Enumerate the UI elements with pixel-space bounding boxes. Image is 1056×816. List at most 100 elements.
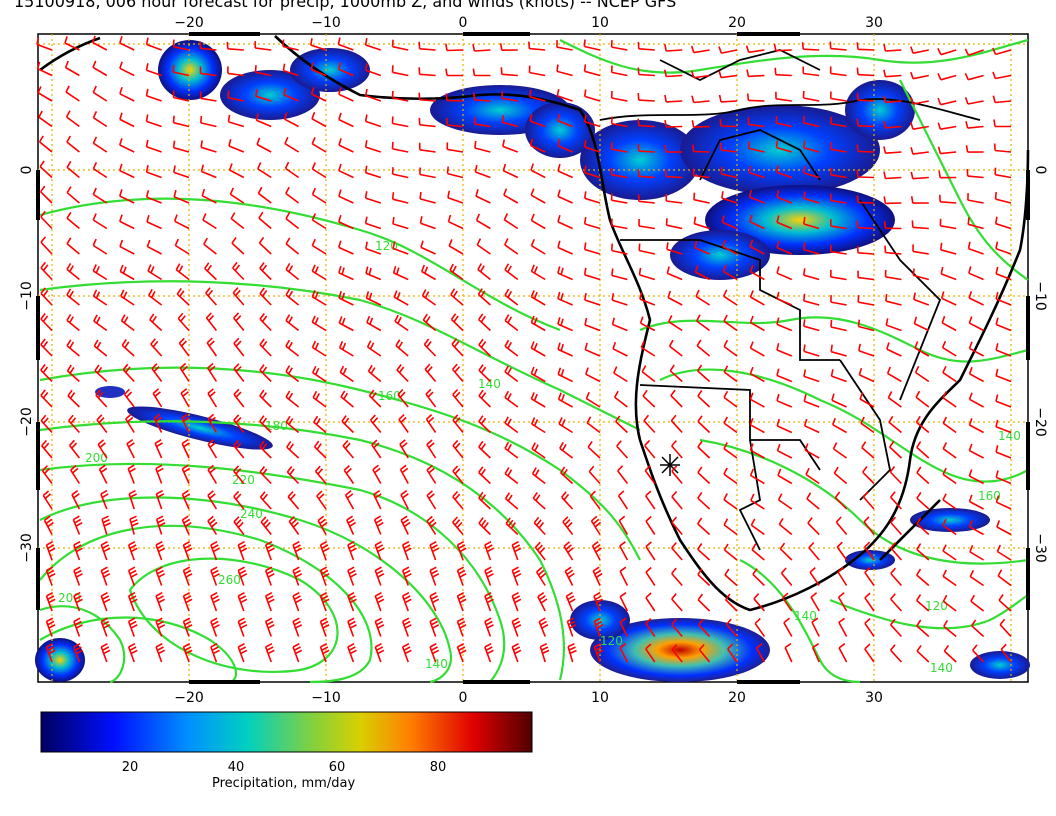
wind-barb bbox=[200, 140, 217, 153]
wind-barb bbox=[803, 242, 820, 255]
wind-barb bbox=[697, 593, 711, 612]
wind-barb bbox=[969, 569, 985, 587]
wind-barb bbox=[338, 291, 354, 306]
country-border bbox=[859, 199, 942, 401]
wind-barb bbox=[967, 193, 984, 204]
wind-barb bbox=[666, 266, 683, 281]
wind-barb bbox=[942, 416, 957, 434]
precip-area bbox=[95, 386, 125, 398]
wind-barb bbox=[530, 366, 546, 383]
wind-barb bbox=[397, 388, 409, 408]
wind-barb bbox=[610, 65, 628, 77]
wind-barb bbox=[803, 140, 820, 153]
wind-barb bbox=[146, 239, 162, 255]
wind-barb bbox=[611, 268, 628, 281]
wind-barb bbox=[557, 342, 573, 357]
wind-barb bbox=[941, 340, 957, 357]
wind-barb bbox=[811, 617, 820, 637]
wind-barb bbox=[751, 543, 765, 561]
wind-barb bbox=[588, 465, 601, 485]
wind-barb bbox=[447, 214, 464, 230]
wind-barb bbox=[478, 491, 491, 510]
wind-barb bbox=[475, 189, 491, 204]
wind-barb bbox=[393, 290, 409, 306]
wind-barb bbox=[914, 365, 930, 383]
wind-barb bbox=[883, 146, 902, 154]
wind-barb bbox=[616, 440, 628, 459]
wind-barb bbox=[203, 237, 217, 255]
wind-barb bbox=[916, 492, 930, 510]
wind-barb bbox=[747, 117, 765, 128]
wind-barb bbox=[965, 145, 984, 153]
wind-barb bbox=[889, 466, 902, 485]
wind-barb bbox=[425, 414, 437, 433]
wind-barb bbox=[229, 187, 245, 204]
wind-barb bbox=[776, 343, 793, 357]
wind-barb bbox=[776, 240, 793, 255]
wind-barb bbox=[720, 166, 738, 179]
wind-barb bbox=[972, 644, 985, 663]
wind-barb bbox=[366, 315, 382, 332]
wind-barb bbox=[227, 90, 244, 102]
wind-barb bbox=[671, 440, 683, 459]
precip-area bbox=[220, 70, 320, 120]
wind-barb bbox=[505, 517, 519, 536]
wind-barb bbox=[511, 642, 522, 663]
wind-barb bbox=[451, 338, 464, 357]
wind-barb bbox=[886, 342, 902, 357]
wind-barb bbox=[1000, 643, 1012, 663]
wind-barb bbox=[890, 593, 902, 612]
wind-barb bbox=[120, 289, 135, 306]
wind-barb bbox=[391, 116, 409, 128]
wind-barb bbox=[282, 39, 299, 51]
wind-barb bbox=[583, 89, 601, 102]
wind-barb bbox=[285, 186, 300, 204]
wind-barb bbox=[639, 292, 656, 306]
wind-barb bbox=[502, 163, 519, 179]
wind-barb bbox=[264, 642, 275, 663]
wind-barb bbox=[311, 315, 327, 332]
wind-barb bbox=[100, 489, 109, 510]
wind-barb bbox=[39, 160, 53, 179]
coastline bbox=[879, 499, 941, 561]
contour-label: 160 bbox=[378, 389, 401, 403]
wind-barb bbox=[119, 239, 135, 255]
wind-barb bbox=[942, 594, 957, 612]
wind-barb bbox=[910, 97, 929, 105]
wind-barb bbox=[66, 262, 80, 281]
wind-barb bbox=[803, 268, 820, 281]
wind-barb bbox=[341, 415, 354, 434]
wind-barb bbox=[783, 617, 793, 637]
wind-barb bbox=[723, 467, 738, 485]
wind-barb bbox=[445, 68, 463, 77]
wind-barb bbox=[155, 591, 166, 612]
wind-barb bbox=[911, 220, 929, 230]
wind-barb bbox=[452, 490, 464, 510]
lon-tick-label: 30 bbox=[865, 15, 883, 31]
wind-barb bbox=[145, 190, 162, 204]
wind-barb bbox=[127, 642, 138, 663]
wind-barb bbox=[779, 542, 793, 561]
country-border bbox=[620, 239, 840, 361]
wind-barb bbox=[371, 439, 382, 459]
wind-barb bbox=[155, 515, 166, 535]
wind-barb bbox=[364, 191, 382, 204]
wind-barb bbox=[93, 339, 108, 357]
wind-barb bbox=[910, 171, 929, 180]
wind-barb bbox=[502, 139, 519, 153]
country-border bbox=[738, 439, 761, 551]
wind-barb bbox=[910, 147, 929, 155]
contour-label: 240 bbox=[240, 507, 263, 521]
wind-barb bbox=[429, 591, 440, 612]
wind-barb bbox=[426, 515, 437, 535]
wind-barb bbox=[638, 267, 656, 281]
contour-label: 120 bbox=[925, 599, 948, 613]
wind-barb bbox=[645, 541, 656, 561]
wind-barb bbox=[39, 185, 53, 204]
wind-barb bbox=[338, 112, 354, 128]
wind-barb bbox=[864, 618, 875, 637]
wind-barb bbox=[401, 617, 412, 637]
wind-barb bbox=[937, 146, 957, 155]
wind-barb bbox=[642, 389, 656, 408]
wind-barb bbox=[231, 236, 245, 255]
